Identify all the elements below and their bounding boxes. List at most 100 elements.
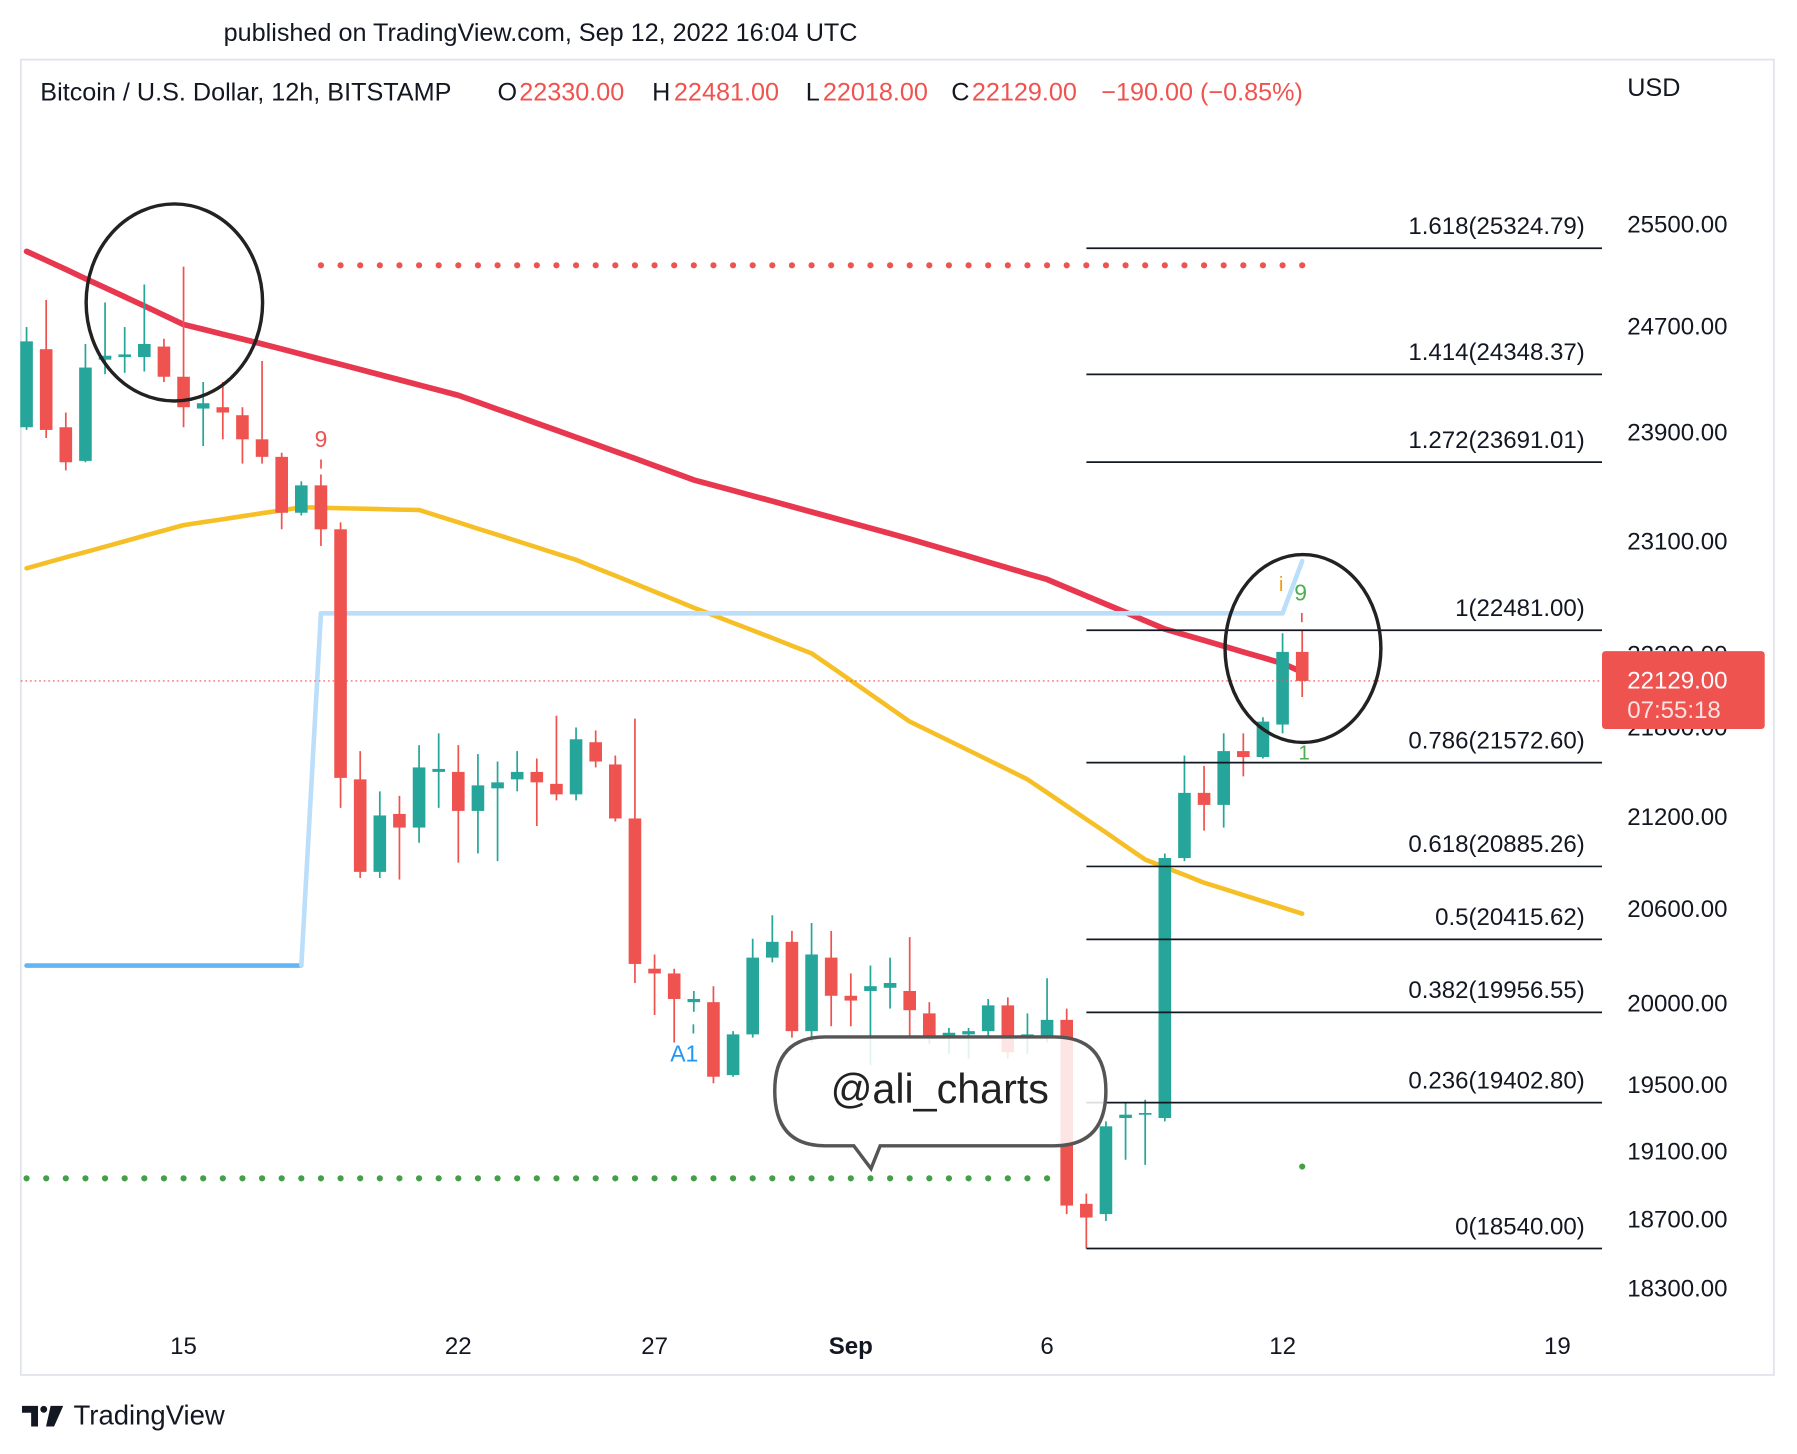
y-tick-label: 18300.00 — [1627, 1276, 1727, 1303]
dot — [1024, 1175, 1031, 1182]
dot — [808, 262, 815, 269]
candle-body — [255, 439, 269, 457]
candle-body — [589, 742, 602, 762]
dot — [258, 1175, 266, 1182]
dot — [317, 262, 325, 269]
candle-body — [39, 349, 53, 430]
dot — [1200, 262, 1208, 269]
dot — [357, 1175, 364, 1182]
indicator-line — [23, 248, 1306, 675]
dot — [1043, 1175, 1051, 1182]
dot — [945, 1175, 953, 1182]
dot — [749, 262, 756, 269]
annotation: 9 — [315, 426, 328, 452]
dot — [1161, 262, 1168, 269]
dot — [121, 1175, 128, 1182]
fib-label: 0.786(21572.60) — [1408, 727, 1585, 754]
dot — [455, 1175, 462, 1182]
candle-body — [609, 764, 622, 819]
fib-label: 0.382(19956.55) — [1408, 977, 1585, 1004]
fib-label: 0(18540.00) — [1455, 1213, 1585, 1240]
legend-value: 22330.00 — [519, 79, 624, 107]
dot — [141, 1175, 148, 1182]
dot — [553, 262, 560, 269]
dot — [494, 1175, 501, 1182]
dot — [612, 262, 619, 269]
fib-label: 0.5(20415.62) — [1435, 904, 1585, 931]
candle-body — [1099, 1126, 1113, 1215]
logo-shape — [21, 1405, 39, 1427]
fib-label: 1(22481.00) — [1455, 595, 1585, 622]
indicator-line — [299, 558, 1305, 968]
candle-body — [726, 1034, 740, 1076]
candle-body — [393, 813, 406, 828]
dot — [1299, 1163, 1306, 1170]
candle-body — [118, 354, 131, 358]
dot — [82, 1175, 89, 1182]
dot — [1004, 262, 1011, 269]
dot — [514, 262, 521, 269]
candle-body — [1276, 651, 1289, 725]
highlight-circle — [1223, 552, 1383, 745]
dot — [1043, 262, 1051, 269]
candle-body — [805, 954, 818, 1032]
dot — [1279, 262, 1286, 269]
candle-body — [1237, 751, 1250, 758]
dot — [1083, 262, 1090, 269]
dot — [592, 262, 599, 269]
y-tick-label: 23900.00 — [1627, 419, 1727, 446]
candle-body — [471, 785, 485, 811]
legend-value: 22129.00 — [972, 79, 1077, 107]
dot — [710, 262, 717, 269]
dot — [788, 1175, 796, 1182]
annotation: 9 — [1294, 580, 1307, 606]
candle-body — [1217, 751, 1230, 805]
x-tick-label: 6 — [1040, 1333, 1053, 1360]
dot — [298, 1175, 305, 1182]
indicator-line — [24, 504, 1305, 916]
dot — [239, 1175, 246, 1182]
candle-body — [138, 343, 151, 358]
dot — [1142, 262, 1149, 269]
candle-body — [530, 771, 544, 783]
dot — [671, 262, 678, 269]
dot — [533, 262, 540, 269]
candle-body — [491, 782, 504, 789]
dot — [926, 262, 933, 269]
candle-body — [746, 957, 759, 1035]
candle-body — [1119, 1114, 1132, 1118]
candle-body — [687, 998, 701, 1003]
dot — [1122, 262, 1129, 269]
dot — [1024, 262, 1031, 269]
dot — [710, 1175, 717, 1182]
dot — [985, 262, 992, 269]
dot — [474, 1175, 482, 1182]
brand-logo — [21, 1405, 64, 1427]
dot — [906, 1175, 913, 1182]
candle-body — [353, 779, 367, 872]
y-tick-label: 20000.00 — [1627, 991, 1727, 1018]
dot — [965, 262, 972, 269]
x-tick-label: 15 — [170, 1333, 197, 1360]
dot — [278, 1175, 285, 1182]
dot — [886, 1175, 894, 1182]
dot — [631, 262, 639, 269]
legend-key: C — [951, 79, 969, 107]
y-tick-label: 18700.00 — [1627, 1206, 1727, 1233]
dot — [1102, 262, 1110, 269]
candle-body — [883, 983, 897, 988]
legend-key: L — [806, 79, 820, 107]
dot — [671, 1175, 678, 1182]
candle-body — [295, 485, 308, 513]
dot — [415, 262, 423, 269]
dot — [965, 1175, 972, 1182]
dot — [376, 1175, 383, 1182]
dot — [749, 1175, 756, 1182]
candle-body — [1197, 792, 1211, 805]
legend-key: O — [497, 79, 517, 107]
dot — [180, 1175, 187, 1182]
y-tick-label: 19500.00 — [1627, 1072, 1727, 1099]
dot — [847, 1175, 854, 1182]
candle-body — [79, 367, 92, 461]
